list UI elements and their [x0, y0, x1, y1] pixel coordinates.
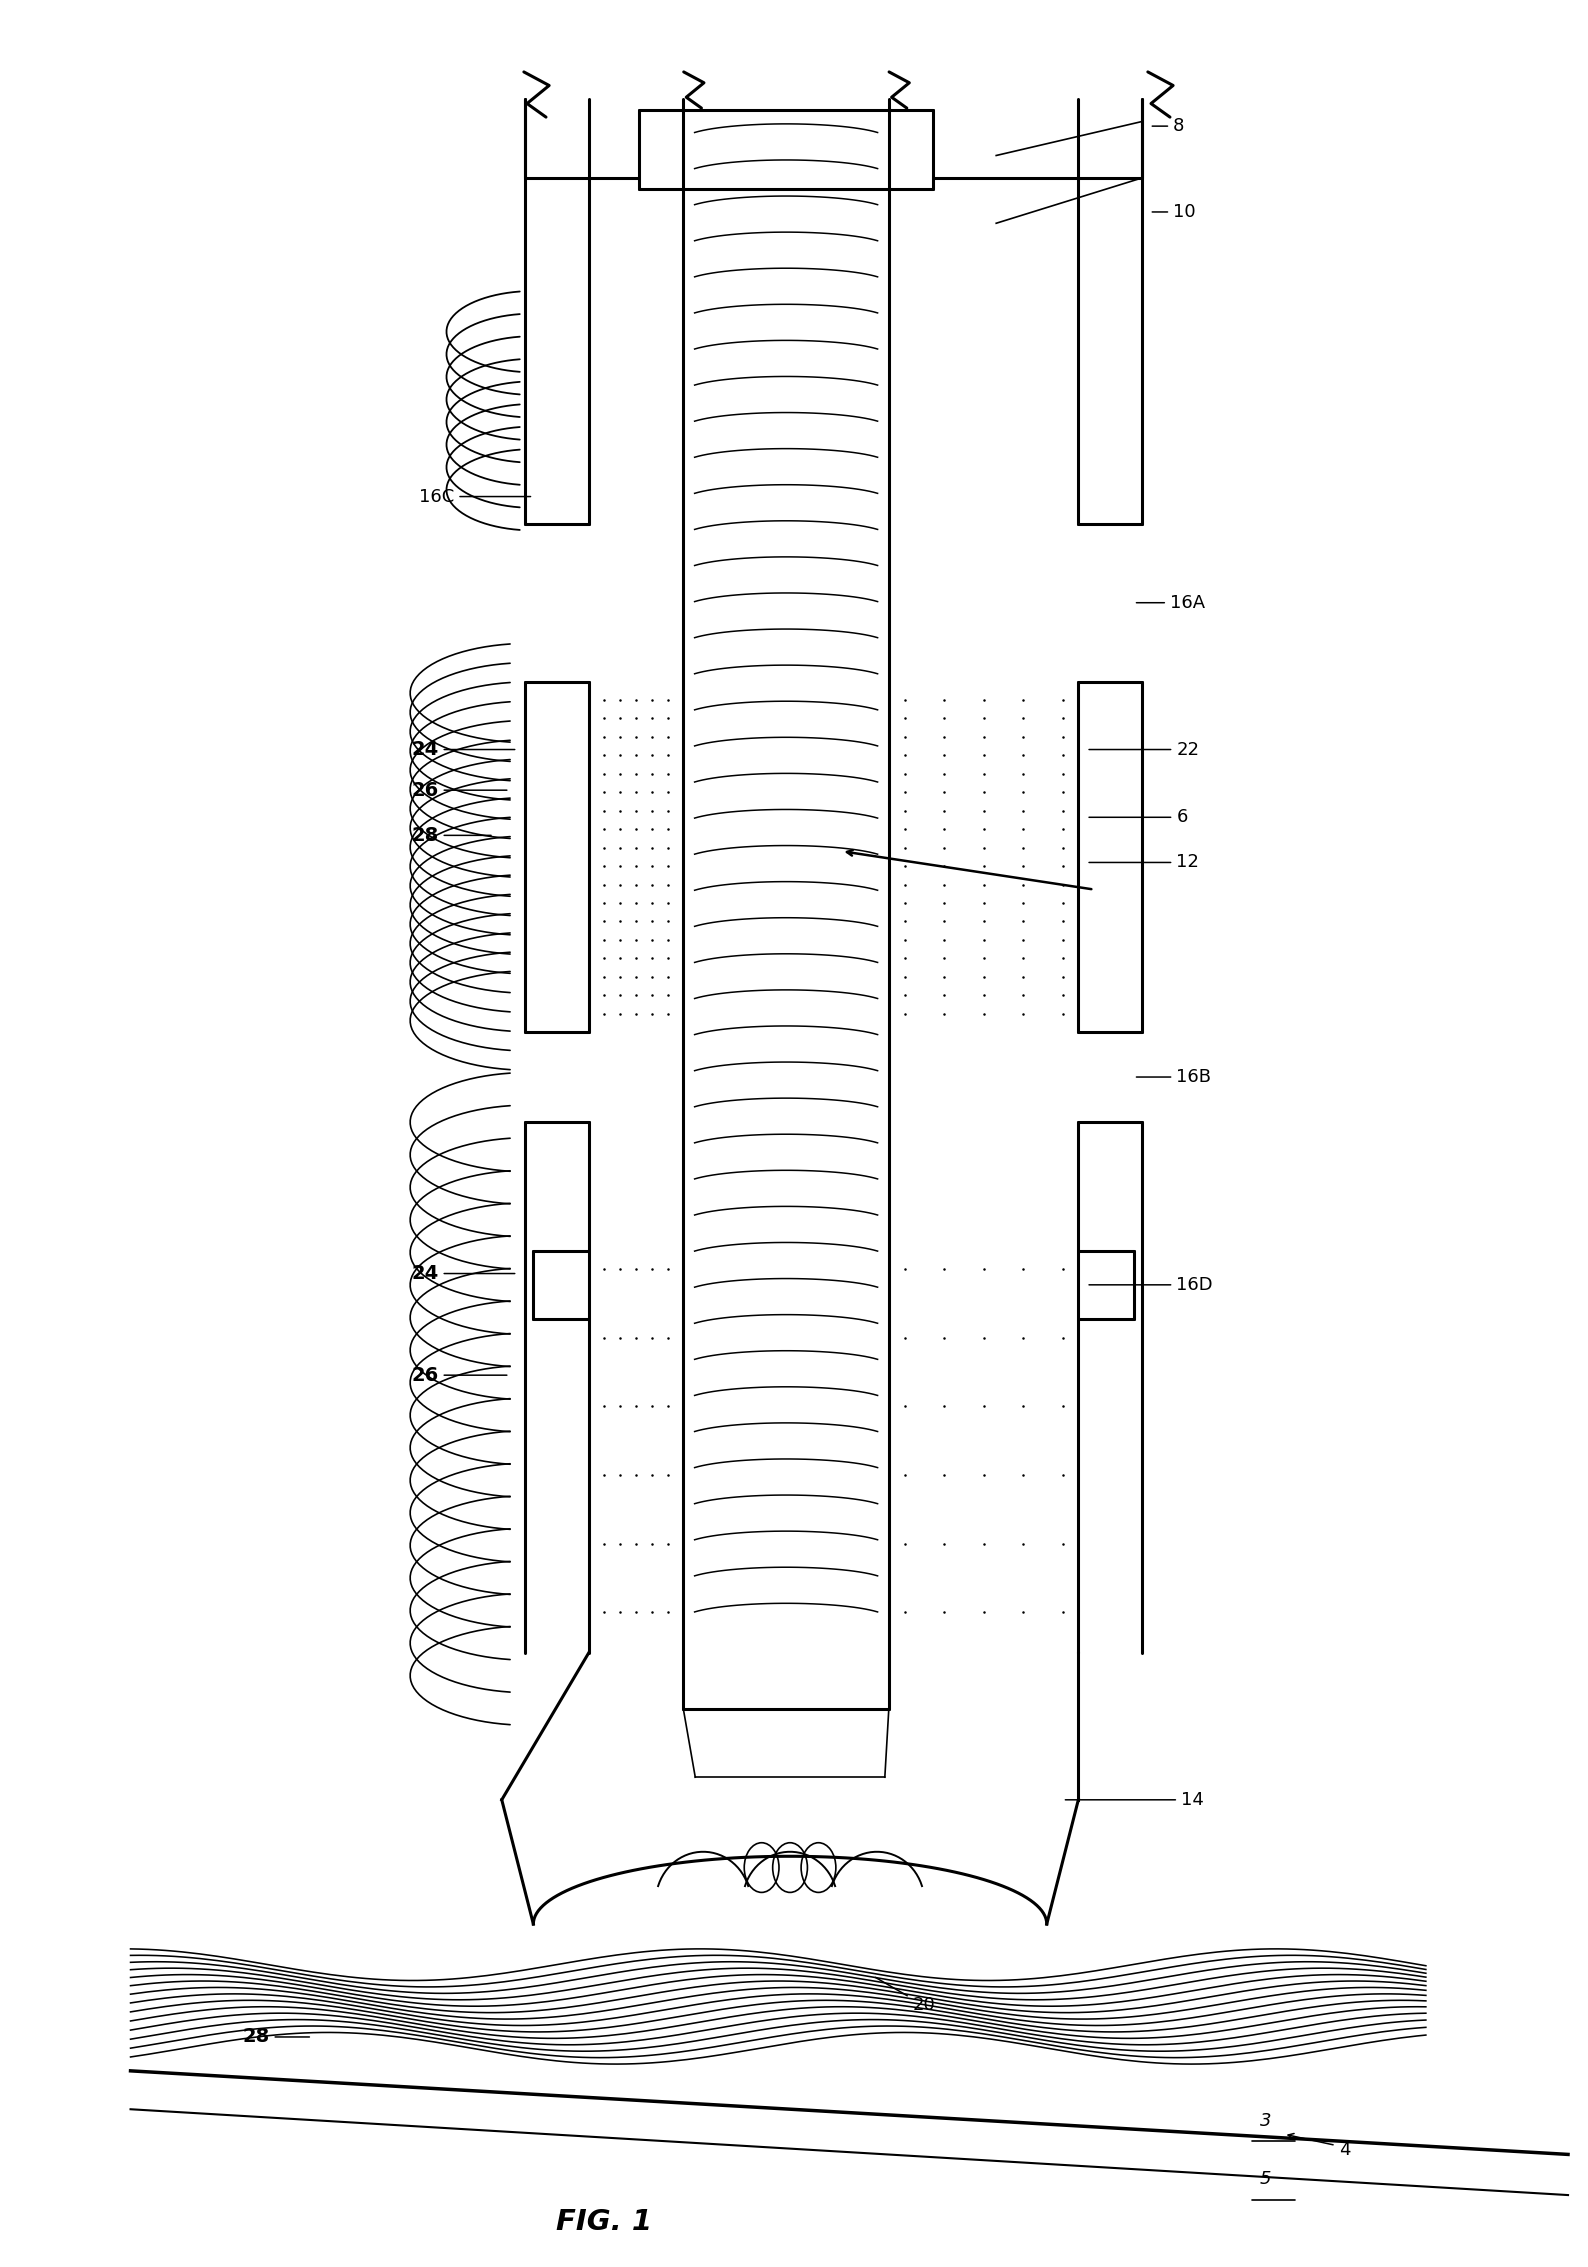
Text: 14: 14: [1066, 1791, 1204, 1809]
Text: FIG. 1: FIG. 1: [556, 2208, 653, 2235]
Text: 26: 26: [411, 1365, 507, 1385]
Text: 16A: 16A: [1137, 594, 1205, 612]
Text: 12: 12: [1089, 852, 1199, 871]
Text: 16C: 16C: [419, 487, 530, 506]
Text: 4: 4: [1339, 2140, 1350, 2158]
Text: 20: 20: [875, 1977, 935, 2015]
Text: 26: 26: [411, 780, 507, 800]
Text: 10: 10: [1153, 204, 1196, 220]
Text: 24: 24: [411, 739, 515, 759]
Text: 28: 28: [243, 2027, 310, 2047]
Text: 22: 22: [1089, 741, 1199, 759]
Text: 5: 5: [1259, 2170, 1272, 2188]
Text: 6: 6: [1089, 809, 1188, 825]
Text: 8: 8: [1153, 118, 1185, 136]
Text: 24: 24: [411, 1265, 515, 1283]
Text: 3: 3: [1259, 2111, 1272, 2129]
Text: 28: 28: [411, 825, 491, 846]
Text: 16D: 16D: [1089, 1276, 1213, 1294]
Text: 16B: 16B: [1137, 1068, 1212, 1086]
